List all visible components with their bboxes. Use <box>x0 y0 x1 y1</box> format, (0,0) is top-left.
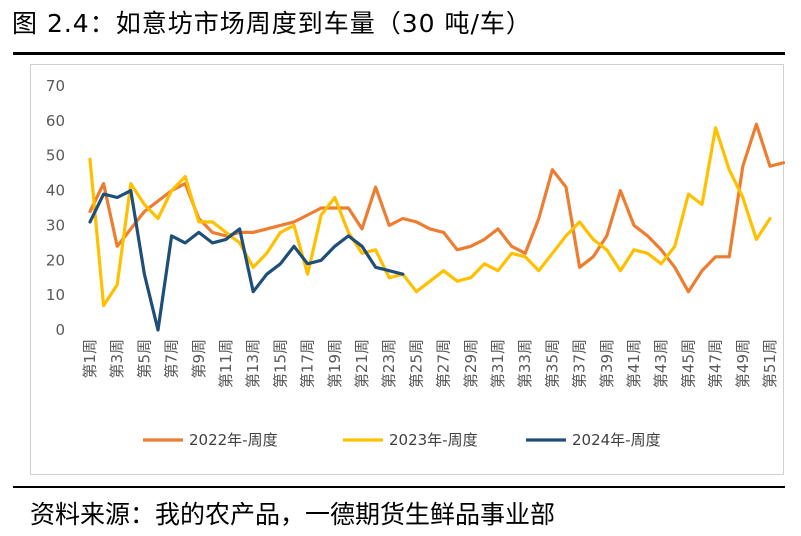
source-note: 资料来源：我的农产品，一德期货生鲜品事业部 <box>30 500 556 529</box>
y-tick-label: 50 <box>46 147 65 165</box>
x-tick-label: 第41周 <box>625 339 643 388</box>
x-tick-label: 第17周 <box>299 339 317 388</box>
series-line-3 <box>88 189 405 332</box>
x-tick-label: 第31周 <box>489 339 507 388</box>
x-tick-label: 第27周 <box>435 339 453 388</box>
legend-label: 2024年-周度 <box>572 431 661 449</box>
x-tick-label: 第39周 <box>598 339 616 388</box>
y-tick-label: 20 <box>46 251 65 269</box>
x-tick-label: 第15周 <box>271 339 289 388</box>
x-tick-label: 第3周 <box>108 339 126 379</box>
x-tick-label: 第25周 <box>407 339 425 388</box>
x-tick-label: 第49周 <box>734 339 752 388</box>
x-tick-label: 第51周 <box>761 339 779 388</box>
y-tick-label: 30 <box>46 216 65 234</box>
x-tick-label: 第1周 <box>81 339 99 379</box>
legend-label: 2023年-周度 <box>389 431 478 449</box>
y-tick-label: 10 <box>46 286 65 304</box>
x-tick-label: 第19周 <box>326 339 344 388</box>
x-tick-label: 第11周 <box>217 339 235 388</box>
x-tick-label: 第7周 <box>163 339 181 379</box>
series-line-1 <box>88 122 785 294</box>
series-line-2 <box>88 126 772 308</box>
x-tick-label: 第33周 <box>516 339 534 388</box>
x-tick-label: 第35周 <box>543 339 561 388</box>
bottom-divider <box>13 486 785 488</box>
y-tick-label: 70 <box>46 77 65 95</box>
legend-label: 2022年-周度 <box>189 431 278 449</box>
x-tick-label: 第37周 <box>571 339 589 388</box>
y-tick-label: 40 <box>46 182 65 200</box>
top-divider <box>13 52 785 55</box>
x-tick-label: 第47周 <box>707 339 725 388</box>
x-tick-label: 第43周 <box>652 339 670 388</box>
x-tick-label: 第21周 <box>353 339 371 388</box>
x-tick-label: 第9周 <box>190 339 208 379</box>
x-tick-label: 第23周 <box>380 339 398 388</box>
x-tick-label: 第13周 <box>244 339 262 388</box>
figure-title: 图 2.4：如意坊市场周度到车量（30 吨/车） <box>12 9 532 38</box>
y-tick-label: 60 <box>46 112 65 130</box>
x-tick-label: 第5周 <box>135 339 153 379</box>
chart-frame: 0 10 20 30 40 50 60 70 第1周 第3周 第5周 第7周 第9周 第11周 第13周 第1… <box>30 64 785 475</box>
y-tick-label: 0 <box>55 321 65 339</box>
x-tick-label: 第29周 <box>462 339 480 388</box>
x-tick-label: 第45周 <box>679 339 697 388</box>
